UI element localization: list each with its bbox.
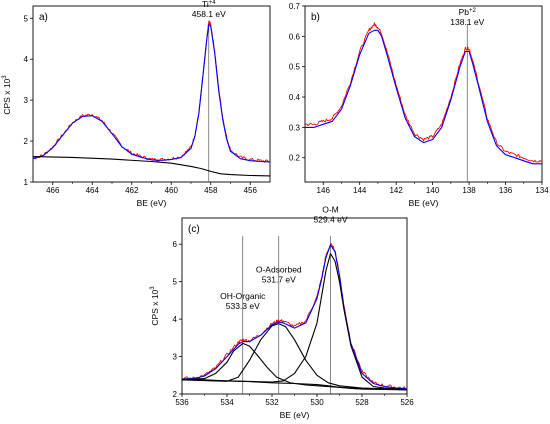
x-tick-label: 146 (317, 186, 331, 195)
x-tick-label: 528 (355, 398, 369, 407)
x-tick-label: 456 (244, 186, 258, 195)
chart-panel-2: 146 144 142 140 138 136 134 0.2 0.3 0.4 0.5 0.6 0.7 B… (289, 2, 549, 208)
peak-energy-label: 533.3 eV (226, 301, 260, 311)
series-background (182, 378, 407, 391)
y-tick-label: 2 (24, 137, 29, 146)
chart-panel-1: 466 464 462 460 458 456 1 2 3 4 5 BE (eV) CPS x 103 a… (2, 0, 271, 208)
x-tick-label: 144 (353, 186, 367, 195)
series-fit (305, 29, 542, 165)
plot-frame (32, 5, 271, 183)
x-axis-label: BE (eV) (137, 198, 167, 208)
x-tick-label: 534 (220, 398, 234, 407)
peak-label: OH-Organic (220, 291, 266, 301)
plot-area (182, 236, 407, 394)
x-tick-label: 136 (499, 186, 513, 195)
x-tick-label: 462 (125, 186, 139, 195)
peak-energy-label: 458.1 eV (192, 9, 226, 19)
panel-label: (c) (188, 224, 200, 235)
y-tick-label: 3 (173, 353, 178, 362)
x-tick-label: 134 (535, 186, 549, 195)
x-tick-label: 464 (86, 186, 100, 195)
x-tick-label: 532 (265, 398, 279, 407)
y-axis-label: CPS x 103 (150, 286, 160, 326)
y-tick-label: 1 (24, 178, 29, 187)
series-background (33, 156, 270, 177)
peak-label-superscript: +4 (209, 0, 217, 6)
y-tick-label: 4 (173, 315, 178, 324)
peak-energy-label: 531.7 eV (262, 275, 296, 285)
chart-panel-3: 536 534 532 530 528 526 2 3 4 5 6 BE (eV) CPS x 103 (… (150, 205, 414, 420)
y-tick-label: 4 (24, 55, 29, 64)
series-raw (305, 22, 542, 163)
y-tick-label: 2 (173, 390, 178, 399)
peak-label-superscript: +2 (469, 8, 477, 14)
peak-label: O-Adsorbed (256, 265, 302, 275)
y-axis-label: CPS x 103 (2, 75, 12, 115)
x-tick-label: 140 (426, 186, 440, 195)
x-tick-label: 466 (46, 186, 60, 195)
y-axis-label-exponent: 3 (2, 75, 8, 79)
x-tick-label: 530 (310, 398, 324, 407)
series-component (182, 342, 407, 391)
y-tick-label: 0.2 (289, 154, 301, 163)
series-raw (182, 242, 407, 391)
series-fit (182, 244, 407, 390)
plot-area (33, 20, 270, 182)
x-tick-label: 526 (400, 398, 414, 407)
x-tick-label: 142 (389, 186, 403, 195)
plot-frame (304, 5, 543, 183)
y-tick-label: 0.6 (289, 32, 301, 41)
y-tick-label: 6 (173, 240, 178, 249)
peak-label: Ti+4 (202, 0, 216, 9)
peak-energy-label: 138.1 eV (450, 17, 484, 27)
series-component (182, 253, 407, 391)
y-tick-label: 0.4 (289, 93, 301, 102)
series-fit (33, 23, 270, 163)
x-tick-label: 460 (165, 186, 179, 195)
y-tick-label: 5 (173, 278, 178, 287)
x-tick-label: 138 (462, 186, 476, 195)
peak-label: Pb+2 (459, 7, 477, 17)
series-raw (33, 20, 270, 163)
x-tick-label: 536 (175, 398, 189, 407)
x-axis-label: BE (eV) (280, 410, 310, 420)
y-tick-label: 3 (24, 96, 29, 105)
panel-label: b) (311, 12, 320, 23)
y-axis-label-exponent: 3 (150, 286, 156, 290)
y-tick-label: 0.3 (289, 123, 301, 132)
y-tick-label: 5 (24, 14, 29, 23)
x-axis-label: BE (eV) (409, 198, 439, 208)
series-component (182, 323, 407, 391)
peak-label: O-M (322, 205, 339, 215)
panel-label: a) (39, 12, 48, 23)
y-tick-label: 0.5 (289, 63, 301, 72)
plot-area (305, 22, 542, 182)
y-tick-label: 0.7 (289, 2, 301, 11)
x-tick-label: 458 (204, 186, 218, 195)
peak-energy-label: 529.4 eV (313, 215, 347, 225)
